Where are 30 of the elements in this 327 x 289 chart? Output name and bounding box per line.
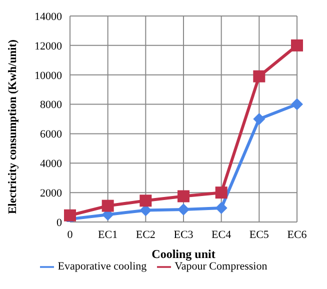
x-tick-label: EC1	[98, 228, 118, 241]
x-tick-label: EC5	[249, 228, 270, 241]
legend-label: Vapour Compression	[174, 260, 268, 273]
point	[140, 194, 152, 207]
x-tick-label: 0	[67, 228, 74, 241]
y-tick-label: 6000	[40, 128, 62, 141]
x-tick-label: EC4	[212, 228, 232, 241]
y-tick-label: 12000	[34, 40, 62, 52]
point	[253, 113, 266, 125]
point	[178, 203, 190, 216]
y-axis-title: Electricity consumption (Kwh/unit)	[7, 39, 20, 214]
x-axis-title: Cooling unit	[152, 247, 216, 261]
y-tick-label: 2000	[40, 187, 62, 200]
point	[102, 200, 114, 212]
point	[291, 39, 303, 52]
point	[215, 202, 228, 214]
y-tick-label: 14000	[34, 10, 62, 23]
y-tick-label: 0	[56, 216, 62, 229]
legend-label: Evaporative cooling	[58, 260, 147, 273]
x-tick-label: EC2	[136, 228, 156, 241]
point	[215, 186, 228, 199]
point	[64, 209, 76, 222]
point	[178, 190, 190, 202]
x-tick-label: EC3	[174, 228, 194, 241]
y-tick-label: 10000	[34, 70, 62, 82]
point	[253, 70, 266, 82]
y-tick-label: 8000	[40, 99, 62, 112]
y-tick-label: 4000	[40, 158, 62, 170]
x-tick-label: EC6	[287, 228, 308, 241]
point	[291, 98, 303, 110]
